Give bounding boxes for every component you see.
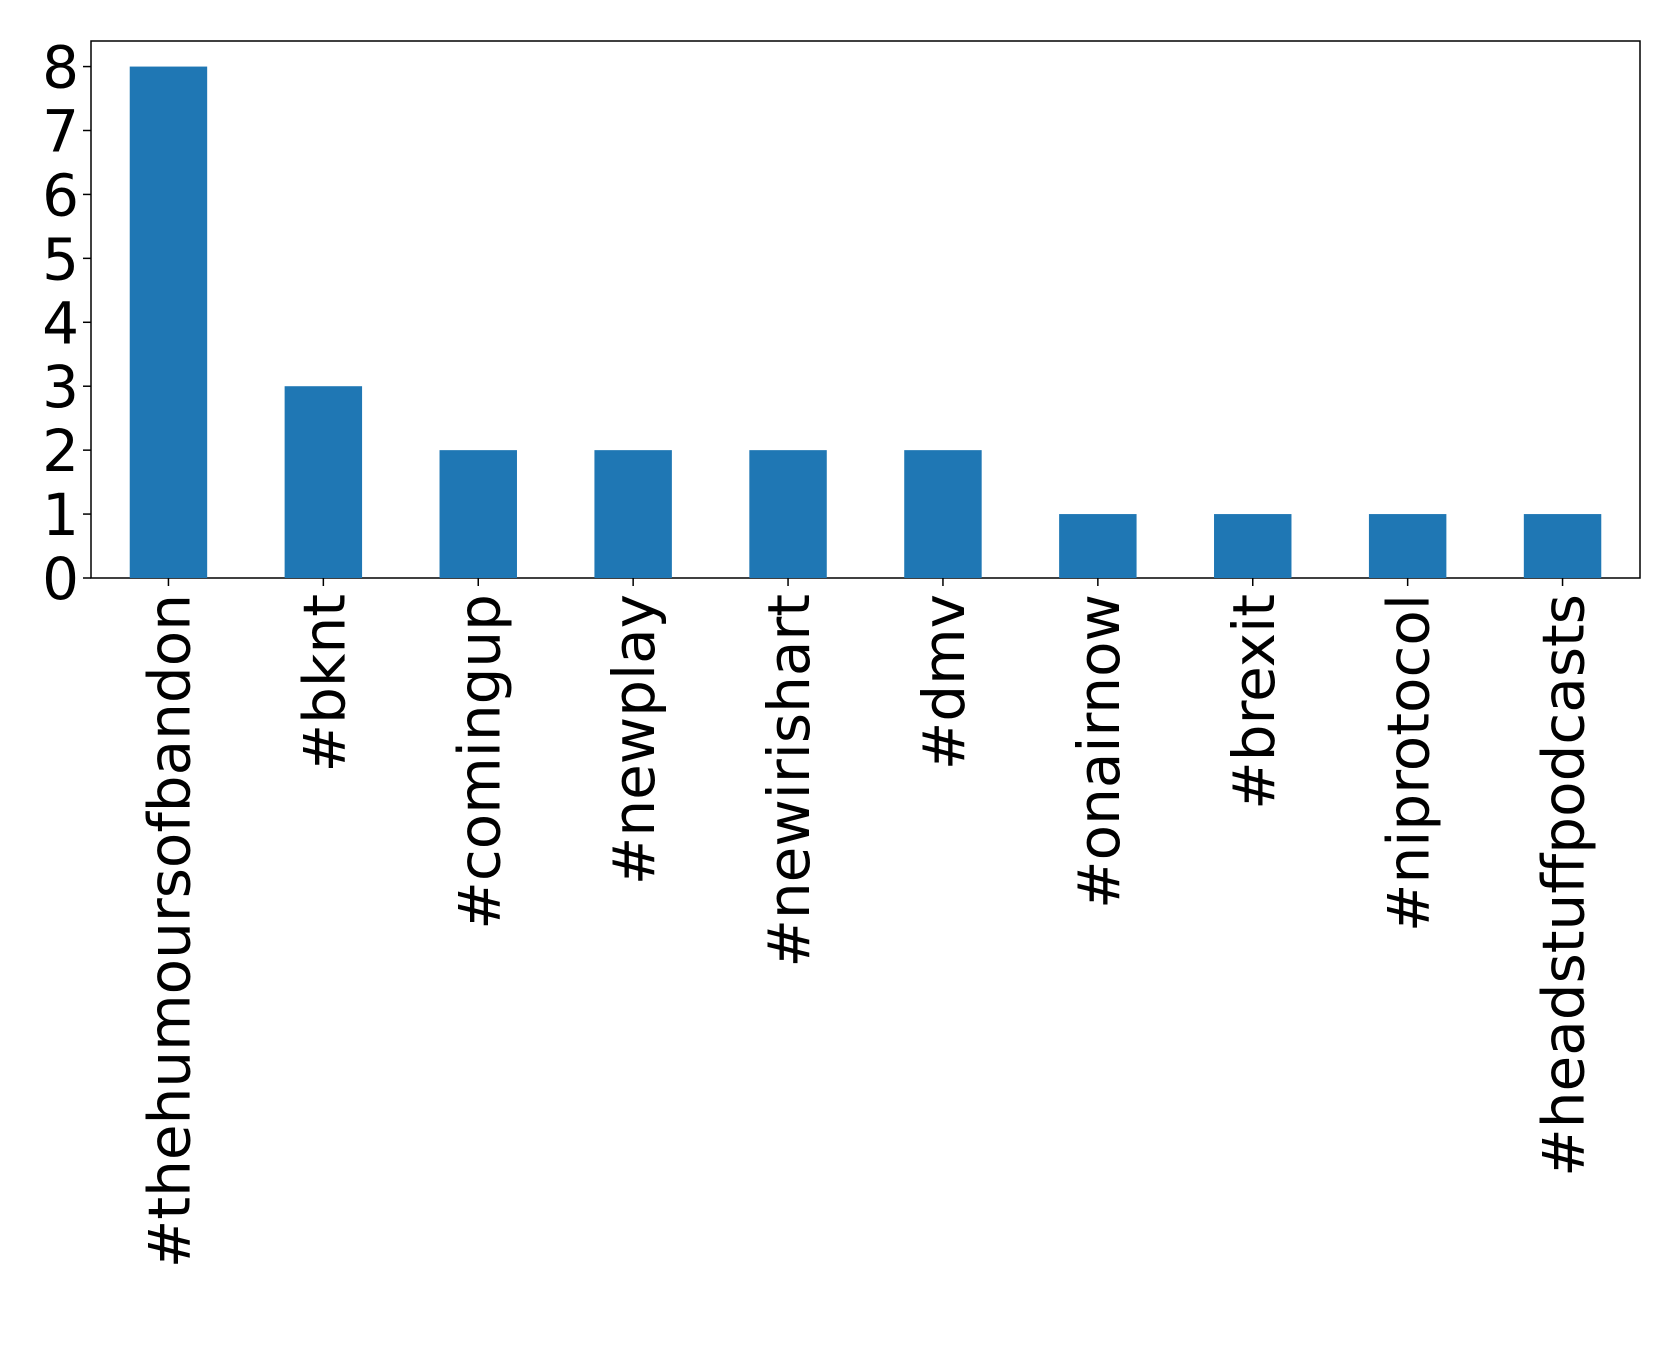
x-tick-label: #onairnow [1065,594,1133,909]
bar [284,386,363,578]
x-tick-label: #niprotocol [1375,594,1443,932]
y-tick-label: 2 [42,417,79,485]
y-tick-label: 4 [42,289,79,357]
x-tick-label: #bknt [290,594,358,773]
bar [1059,514,1137,578]
bar [1523,514,1602,578]
bar [439,450,517,578]
bar [129,66,208,579]
bar [749,450,827,578]
bar [904,450,982,578]
y-tick-label: 7 [42,98,79,166]
y-tick-label: 3 [42,353,79,421]
x-tick-label: #headstuffpodcasts [1530,594,1598,1177]
x-tick-label: #thehumoursofbandon [135,594,203,1268]
y-tick-label: 5 [42,225,79,293]
y-tick-label: 8 [42,34,79,102]
x-tick-label: #brexit [1220,594,1288,810]
bar [594,450,672,578]
x-tick-label: #newplay [600,594,668,885]
x-tick-label: #comingup [445,594,513,930]
x-tick-label: #dmv [910,594,978,770]
bar [1368,514,1447,578]
x-tick-label: #newirishart [755,594,823,968]
y-tick-label: 0 [42,545,79,613]
y-tick-label: 1 [42,481,79,549]
bar [1214,514,1292,578]
axes-frame [90,40,1641,579]
y-tick-label: 6 [42,161,79,229]
